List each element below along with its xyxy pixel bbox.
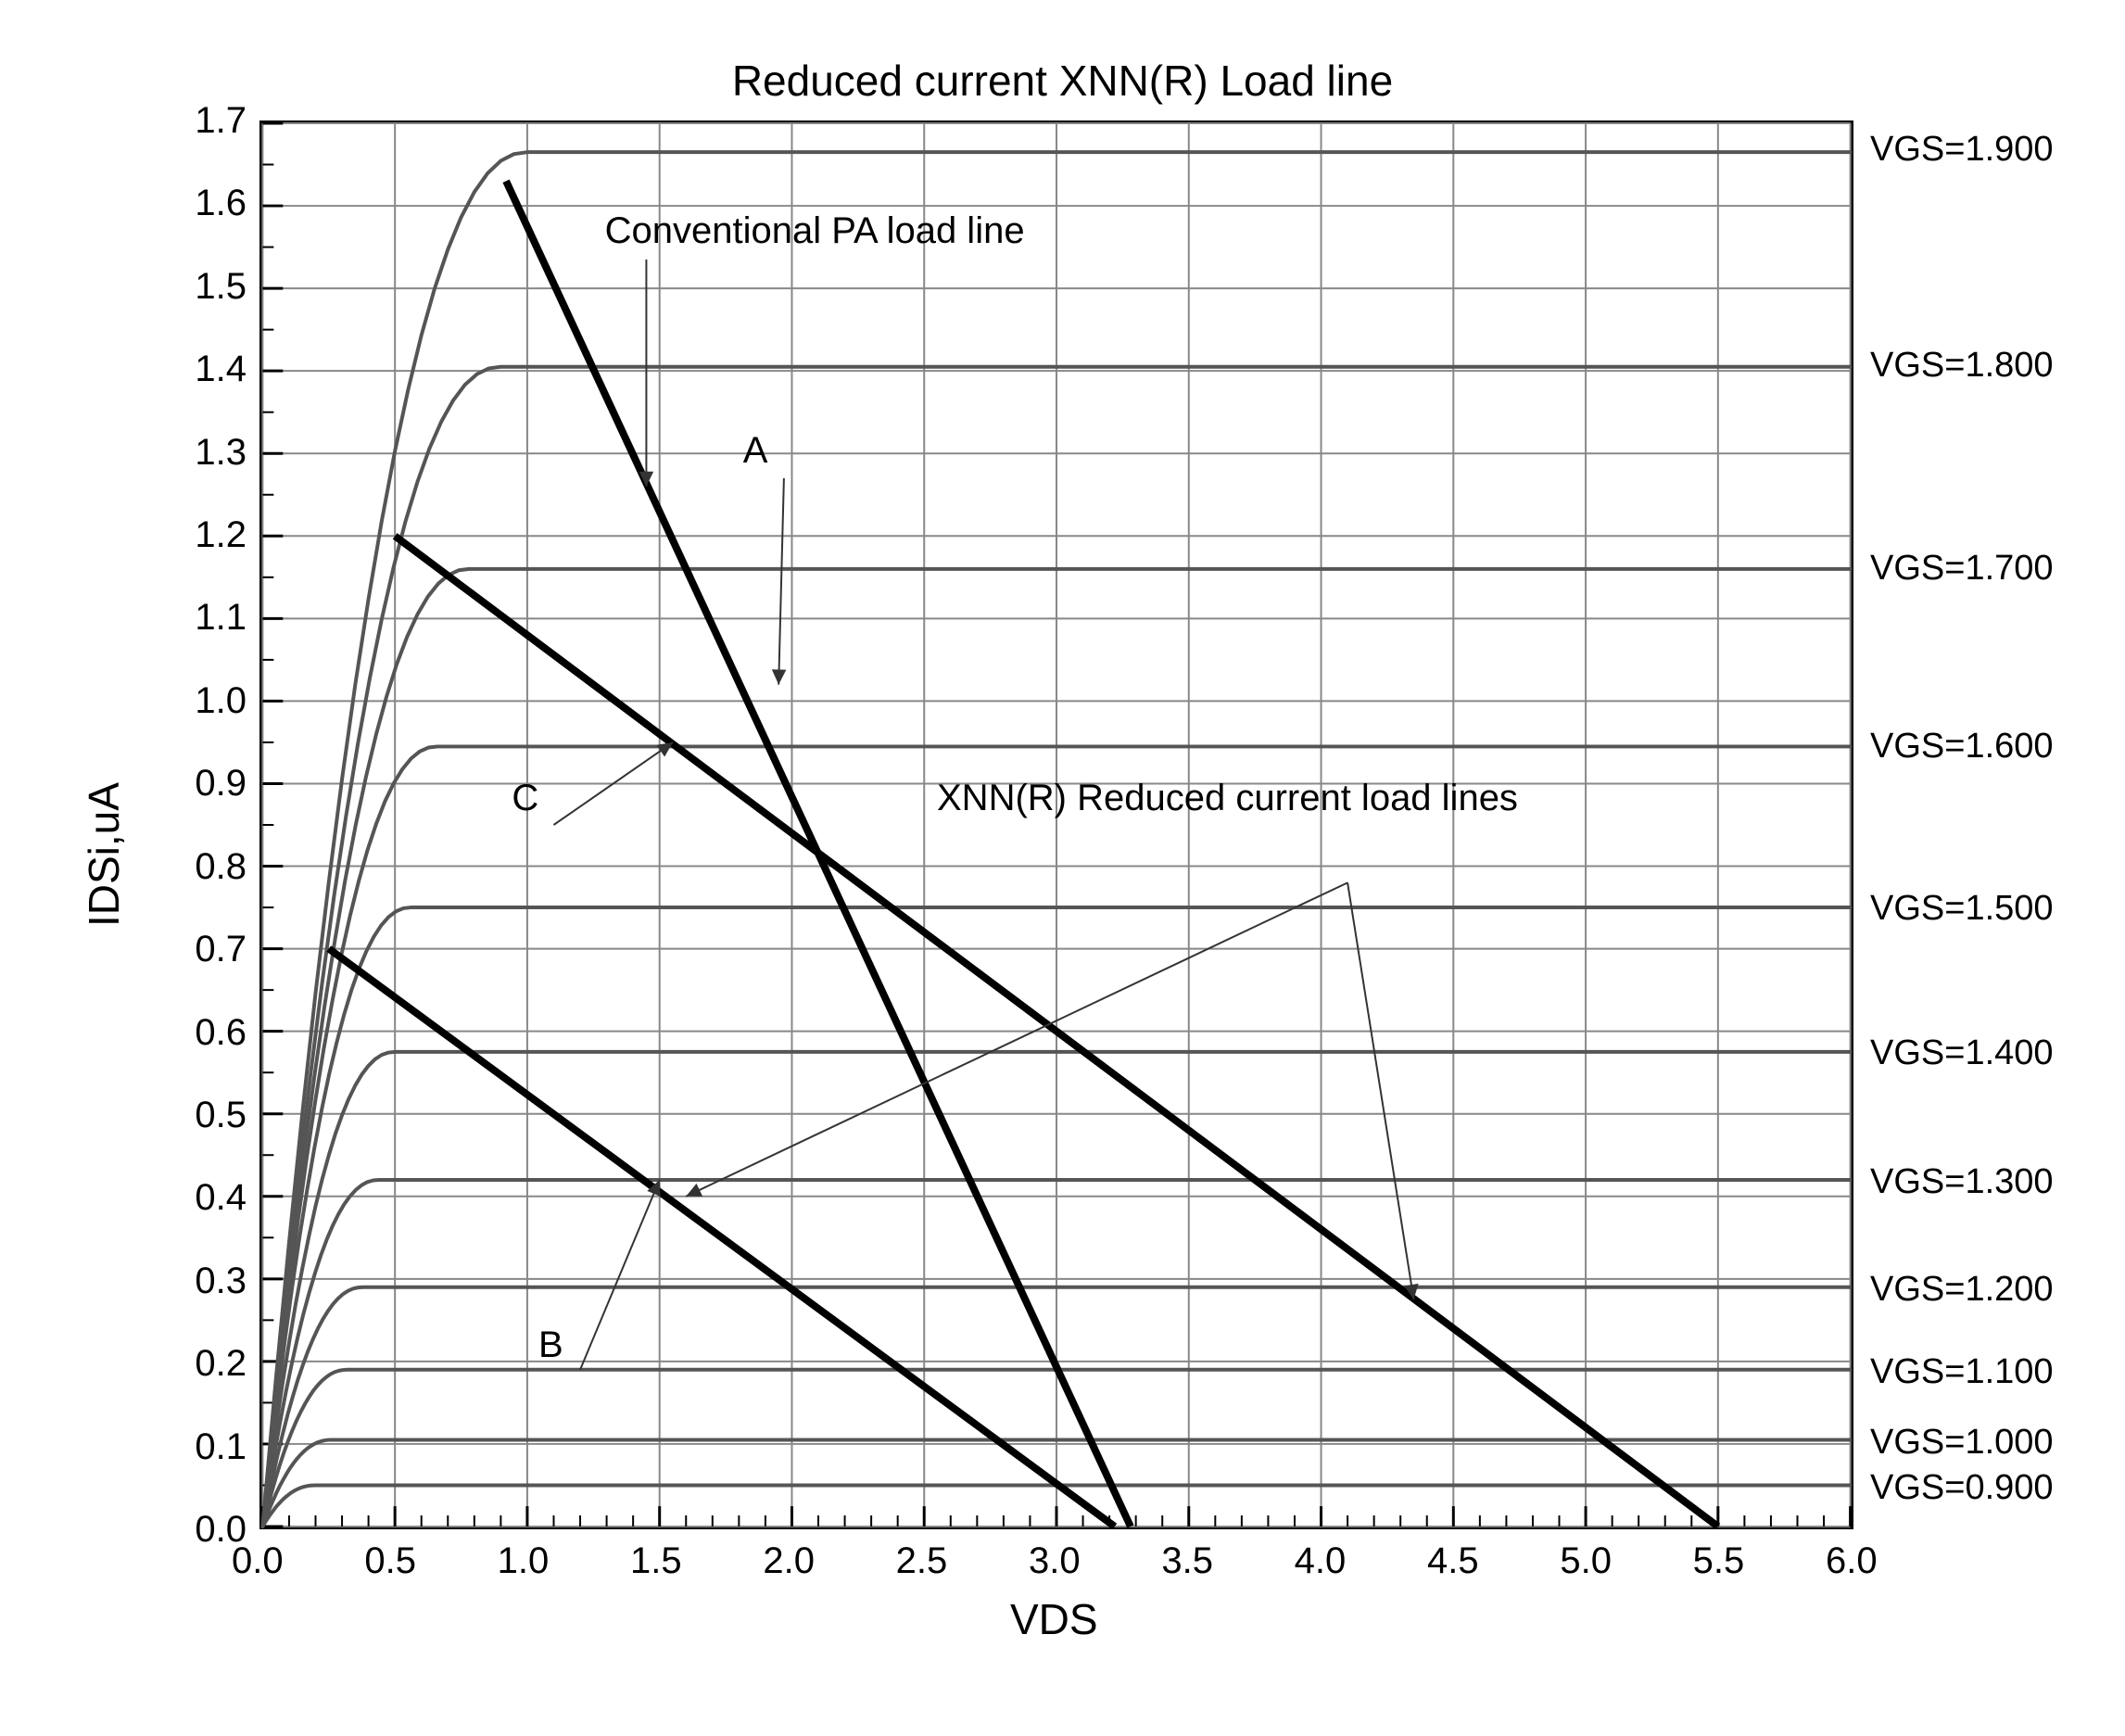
chart-title: Reduced current XNN(R) Load line — [0, 56, 2125, 106]
x-tick-label: 4.5 — [1427, 1540, 1479, 1582]
chart-page: { "chart": { "title": "Reduced current X… — [0, 0, 2125, 1736]
vgs-curve-label: VGS=1.700 — [1870, 549, 2054, 589]
vgs-curve-label: VGS=1.600 — [1870, 727, 2054, 767]
y-tick-label: 1.6 — [195, 183, 247, 224]
plot-area — [259, 120, 1853, 1529]
x-tick-label: 0.5 — [364, 1540, 416, 1582]
ann-A-label: A — [743, 430, 768, 472]
x-tick-label: 5.5 — [1693, 1540, 1745, 1582]
y-tick-label: 1.3 — [195, 432, 247, 474]
vgs-curve-label: VGS=1.000 — [1870, 1423, 2054, 1463]
y-axis-label: IDSi,uA — [79, 782, 129, 927]
y-tick-label: 0.6 — [195, 1012, 247, 1054]
vgs-curve-label: VGS=1.300 — [1870, 1162, 2054, 1202]
vgs-curve-label: VGS=1.500 — [1870, 889, 2054, 929]
vgs-curve-label: VGS=0.900 — [1870, 1468, 2054, 1508]
x-tick-label: 2.0 — [763, 1540, 815, 1582]
y-tick-label: 0.0 — [195, 1509, 247, 1551]
vgs-curve-label: VGS=1.800 — [1870, 346, 2054, 386]
vgs-curve-label: VGS=1.900 — [1870, 130, 2054, 170]
y-tick-label: 1.2 — [195, 514, 247, 556]
x-tick-label: 2.5 — [896, 1540, 948, 1582]
y-tick-label: 0.9 — [195, 763, 247, 805]
x-axis-label: VDS — [1010, 1594, 1098, 1644]
x-tick-label: 3.0 — [1029, 1540, 1081, 1582]
ann-conventional-label: Conventional PA load line — [605, 210, 1025, 252]
vgs-curve-label: VGS=1.200 — [1870, 1270, 2054, 1310]
y-tick-label: 0.1 — [195, 1426, 247, 1468]
ann-C-label: C — [512, 778, 538, 819]
x-tick-label: 5.0 — [1560, 1540, 1612, 1582]
ann-xnn-label: XNN(R) Reduced current load lines — [937, 778, 1518, 819]
y-tick-label: 0.2 — [195, 1343, 247, 1385]
y-tick-label: 1.1 — [195, 597, 247, 639]
y-tick-label: 1.4 — [195, 348, 247, 390]
ann-B-label: B — [538, 1324, 563, 1366]
y-tick-label: 0.4 — [195, 1177, 247, 1219]
vgs-curve-label: VGS=1.100 — [1870, 1352, 2054, 1392]
plot-svg — [262, 123, 1851, 1527]
x-tick-label: 6.0 — [1826, 1540, 1878, 1582]
x-tick-label: 1.0 — [498, 1540, 550, 1582]
x-tick-label: 1.5 — [630, 1540, 682, 1582]
y-tick-label: 0.8 — [195, 846, 247, 888]
y-tick-label: 1.7 — [195, 100, 247, 142]
y-tick-label: 0.5 — [195, 1095, 247, 1136]
y-tick-label: 1.0 — [195, 680, 247, 722]
x-tick-label: 4.0 — [1295, 1540, 1347, 1582]
y-tick-label: 0.3 — [195, 1261, 247, 1302]
y-tick-label: 1.5 — [195, 266, 247, 308]
x-tick-label: 3.5 — [1161, 1540, 1213, 1582]
y-tick-label: 0.7 — [195, 929, 247, 970]
vgs-curve-label: VGS=1.400 — [1870, 1033, 2054, 1073]
